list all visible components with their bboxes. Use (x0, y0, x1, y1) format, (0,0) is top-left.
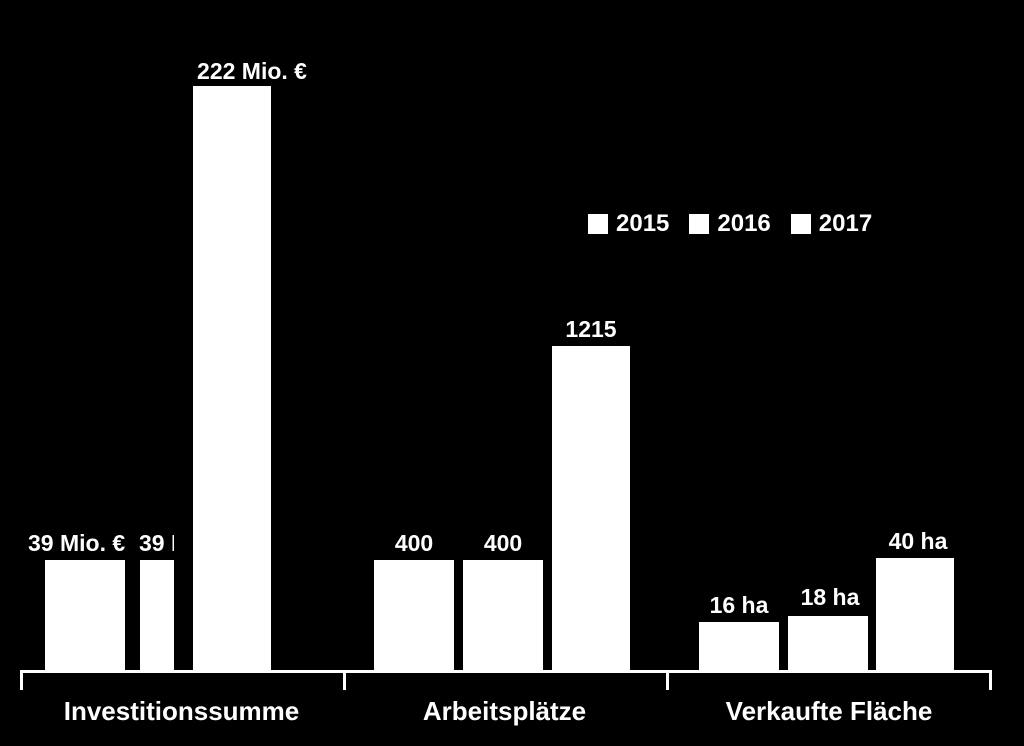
category-tick-0 (20, 670, 23, 690)
bar-label-invest-2015: 39 Mio. € (28, 530, 148, 557)
bar-label-area-2015: 16 ha (693, 592, 785, 619)
x-axis-baseline (20, 670, 992, 673)
bar-area-2017 (876, 558, 954, 670)
bar-label-jobs-2015: 400 (374, 530, 454, 557)
bar-invest-2016 (140, 560, 174, 670)
bar-jobs-2016 (463, 560, 543, 670)
bar-area-2015 (699, 622, 779, 670)
legend-label-2017: 2017 (819, 210, 872, 238)
bar-invest-2015 (45, 560, 125, 670)
category-label-area: Verkaufte Fläche (666, 696, 992, 727)
bar-label-area-2016: 18 ha (784, 584, 876, 611)
bar-label-area-2017: 40 ha (872, 528, 964, 555)
legend-label-2015: 2015 (616, 210, 669, 238)
bar-area-2016 (788, 616, 868, 670)
grouped-bar-chart: 2015 2016 2017 39 Mio. € 39 Mi 222 Mio. … (0, 0, 1024, 746)
category-tick-3 (989, 670, 992, 690)
legend-swatch-2017 (791, 214, 811, 234)
legend-item-2017: 2017 (791, 210, 872, 238)
legend-label-2016: 2016 (717, 210, 770, 238)
bar-invest-2017 (193, 86, 271, 670)
bar-jobs-2015 (374, 560, 454, 670)
legend-item-2015: 2015 (588, 210, 669, 238)
category-label-invest: Investitionssumme (20, 696, 343, 727)
legend: 2015 2016 2017 (588, 210, 872, 238)
bar-label-invest-2017: 222 Mio. € (182, 58, 322, 85)
occlusion-mask (174, 86, 193, 670)
bar-label-jobs-2017: 1215 (552, 316, 630, 343)
legend-swatch-2016 (689, 214, 709, 234)
bar-label-jobs-2016: 400 (463, 530, 543, 557)
category-label-jobs: Arbeitsplätze (343, 696, 666, 727)
category-tick-2 (666, 670, 669, 690)
bar-jobs-2017 (552, 346, 630, 670)
legend-swatch-2015 (588, 214, 608, 234)
legend-item-2016: 2016 (689, 210, 770, 238)
category-tick-1 (343, 670, 346, 690)
